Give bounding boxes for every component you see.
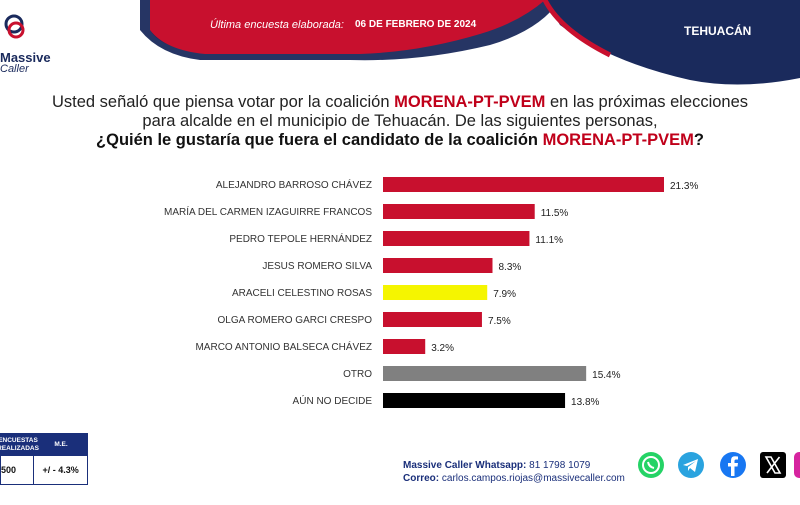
instagram-icon[interactable] xyxy=(794,450,800,480)
whatsapp-icon[interactable] xyxy=(636,450,666,480)
category-label: ARACELI CELESTINO ROSAS xyxy=(232,288,372,299)
value-label: 21.3% xyxy=(670,181,698,192)
email-label: Correo: xyxy=(403,473,440,484)
value-label: 7.9% xyxy=(493,289,516,300)
stats-header-sample: ENCUESTAS REALIZADAS xyxy=(0,437,39,452)
value-label: 11.5% xyxy=(541,208,569,219)
category-label: PEDRO TEPOLE HERNÁNDEZ xyxy=(229,232,372,245)
value-label: 8.3% xyxy=(498,262,521,273)
question-text: Usted señaló que piensa votar por la coa… xyxy=(0,93,800,150)
bar xyxy=(383,258,493,273)
bar xyxy=(383,366,587,381)
bar xyxy=(383,204,535,219)
logo-text-line2: Caller xyxy=(0,63,29,75)
telegram-icon[interactable] xyxy=(676,450,706,480)
survey-label: Última encuesta elaborada: xyxy=(210,19,344,31)
question-line3: ¿Quién le gustaría que fuera el candidat… xyxy=(96,131,704,149)
survey-date: 06 DE FEBRERO DE 2024 xyxy=(355,19,477,30)
bar xyxy=(383,177,664,192)
category-label: MARCO ANTONIO BALSECA CHÁVEZ xyxy=(195,340,372,353)
category-label: JESUS ROMERO SILVA xyxy=(262,261,372,272)
bar xyxy=(383,312,482,327)
sample-stats-box: ENCUESTAS REALIZADAS M.E. 500 +/ - 4.3% xyxy=(0,433,88,485)
stats-header-me: M.E. xyxy=(54,441,68,448)
value-label: 11.1% xyxy=(535,235,563,246)
bar xyxy=(383,231,530,246)
header-banner xyxy=(140,0,800,85)
stats-value-sample: 500 xyxy=(1,456,35,484)
x-icon[interactable] xyxy=(758,450,788,480)
category-label: AÚN NO DECIDE xyxy=(293,394,373,407)
logo-text-line1: Massive xyxy=(0,50,51,65)
whatsapp-label: Massive Caller Whatsapp: xyxy=(403,460,527,471)
stats-value-me: +/ - 4.3% xyxy=(42,465,79,475)
value-label: 15.4% xyxy=(592,370,620,381)
bar-chart: ALEJANDRO BARROSO CHÁVEZ 21.3% MARÍA DEL C… xyxy=(164,177,698,408)
massive-caller-logo: Massive Caller xyxy=(0,10,51,75)
question-line1: Usted señaló que piensa votar por la coa… xyxy=(51,93,749,111)
value-label: 13.8% xyxy=(571,397,599,408)
logo-mark-icon xyxy=(4,14,25,39)
category-label: OTRO xyxy=(343,369,372,380)
city-title: TEHUACÁN xyxy=(684,24,752,38)
bar xyxy=(383,285,488,300)
bar xyxy=(383,339,426,354)
contact-info: Massive Caller Whatsapp: 81 1798 1079 Co… xyxy=(403,459,625,485)
category-label: MARÍA DEL CARMEN IZAGUIRRE FRANCOS xyxy=(164,205,372,218)
facebook-icon[interactable] xyxy=(718,450,748,480)
email-link[interactable]: carlos.campos.riojas@massivecaller.com xyxy=(441,473,625,484)
question-line2: para alcalde en el municipio de Tehuacán… xyxy=(142,112,658,130)
bar xyxy=(383,393,566,408)
whatsapp-number[interactable]: 81 1798 1079 xyxy=(529,460,591,471)
category-label: ALEJANDRO BARROSO CHÁVEZ xyxy=(216,178,372,191)
value-label: 3.2% xyxy=(431,343,454,354)
category-label: OLGA ROMERO GARCI CRESPO xyxy=(218,315,373,326)
value-label: 7.5% xyxy=(488,316,511,327)
